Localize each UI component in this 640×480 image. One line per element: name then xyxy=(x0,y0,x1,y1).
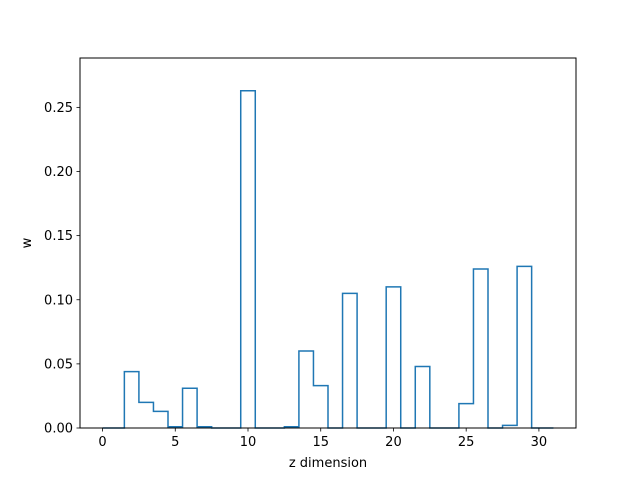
x-axis: 0 5 10 15 20 25 30 xyxy=(98,428,547,450)
x-tick-label: 15 xyxy=(312,435,329,450)
y-tick-label: 0.20 xyxy=(44,165,73,180)
y-tick-label: 0.25 xyxy=(44,101,73,116)
y-tick-label: 0.00 xyxy=(44,422,73,437)
x-tick-label: 5 xyxy=(171,435,179,450)
x-tick-label: 0 xyxy=(98,435,106,450)
x-tick-label: 30 xyxy=(531,435,548,450)
x-tick-label: 20 xyxy=(385,435,402,450)
series-line xyxy=(102,89,554,429)
y-axis-label: w xyxy=(20,237,35,248)
plot-area xyxy=(102,89,554,429)
x-tick-label: 10 xyxy=(240,435,257,450)
x-axis-label: z dimension xyxy=(289,456,367,471)
y-tick-label: 0.05 xyxy=(44,357,73,372)
y-axis: 0.00 0.05 0.10 0.15 0.20 0.25 xyxy=(44,101,80,437)
axes-frame xyxy=(79,57,577,429)
x-tick-label: 25 xyxy=(458,435,475,450)
y-tick-label: 0.10 xyxy=(44,293,73,308)
y-tick-label: 0.15 xyxy=(44,229,73,244)
